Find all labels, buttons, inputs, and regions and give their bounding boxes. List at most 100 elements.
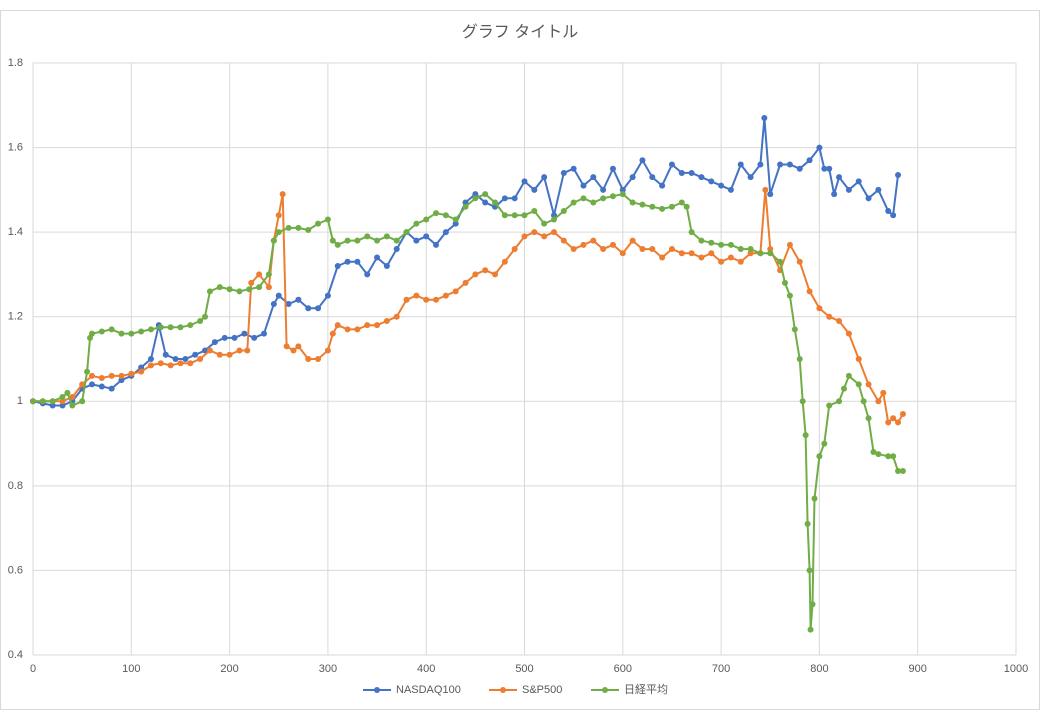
- data-point: [157, 360, 164, 367]
- data-point: [737, 161, 744, 168]
- y-tick-label: 0.6: [8, 564, 23, 576]
- data-point: [354, 326, 361, 333]
- data-point: [147, 356, 154, 362]
- data-point: [167, 362, 174, 369]
- data-point: [806, 567, 813, 574]
- data-point: [659, 205, 666, 212]
- data-point: [374, 237, 381, 244]
- data-point: [521, 233, 528, 240]
- data-point: [256, 271, 263, 278]
- data-point: [433, 210, 440, 217]
- data-point: [718, 182, 725, 189]
- data-point: [442, 229, 449, 236]
- data-point: [786, 161, 793, 168]
- data-point: [511, 212, 518, 219]
- data-point: [816, 144, 823, 151]
- data-point: [767, 250, 774, 257]
- data-point: [890, 212, 897, 219]
- data-point: [423, 296, 430, 303]
- data-point: [492, 199, 499, 206]
- data-point: [423, 216, 430, 223]
- x-tick-label: 300: [319, 663, 337, 675]
- data-point: [762, 186, 769, 193]
- data-point: [118, 330, 125, 337]
- data-point: [324, 347, 331, 354]
- series-line: [32, 117, 899, 407]
- data-point: [619, 250, 626, 257]
- data-point: [167, 324, 174, 331]
- data-point: [364, 322, 371, 329]
- data-point: [354, 237, 361, 244]
- data-point: [206, 347, 213, 354]
- data-point: [177, 324, 184, 331]
- data-point: [393, 237, 400, 244]
- data-point: [270, 301, 277, 308]
- data-point: [285, 301, 292, 308]
- data-point: [609, 241, 616, 248]
- data-point: [796, 165, 803, 172]
- data-point: [202, 313, 209, 320]
- data-point: [49, 402, 56, 409]
- data-point: [265, 284, 272, 291]
- data-point: [804, 520, 811, 527]
- data-point: [172, 356, 179, 362]
- data-point: [826, 313, 833, 320]
- data-point: [806, 157, 813, 164]
- y-tick-label: 1.2: [8, 311, 23, 323]
- data-point: [860, 398, 867, 405]
- chart-title: グラフ タイトル: [462, 23, 578, 41]
- data-point: [855, 381, 862, 388]
- data-point: [796, 258, 803, 265]
- data-point: [761, 114, 768, 121]
- data-point: [649, 203, 656, 210]
- data-point: [290, 347, 297, 354]
- data-point: [202, 347, 209, 354]
- data-point: [885, 419, 892, 426]
- data-point: [334, 262, 341, 269]
- data-point: [472, 271, 479, 278]
- data-point: [757, 250, 764, 257]
- data-point: [344, 237, 351, 244]
- data-point: [802, 432, 809, 439]
- data-point: [880, 389, 887, 396]
- data-point: [433, 241, 440, 248]
- data-point: [678, 169, 685, 176]
- data-point: [206, 288, 213, 295]
- data-point: [393, 313, 400, 320]
- data-point: [718, 241, 725, 248]
- data-point: [688, 169, 695, 176]
- data-point: [865, 381, 872, 388]
- data-point: [531, 229, 538, 236]
- data-point: [639, 246, 646, 253]
- data-point: [747, 174, 754, 181]
- data-point: [501, 195, 508, 202]
- data-point: [668, 161, 675, 168]
- data-point: [147, 362, 154, 369]
- data-point: [811, 495, 818, 502]
- data-point: [248, 279, 255, 286]
- data-point: [698, 237, 705, 244]
- data-point: [570, 246, 577, 253]
- data-point: [393, 246, 400, 253]
- y-tick-label: 1: [17, 395, 23, 407]
- data-point: [108, 372, 115, 379]
- data-point: [403, 296, 410, 303]
- data-point: [619, 186, 626, 193]
- data-point: [275, 212, 282, 219]
- data-point: [826, 165, 833, 172]
- data-point: [192, 351, 199, 358]
- legend-label: S&P500: [522, 684, 562, 696]
- data-point: [799, 398, 806, 405]
- data-point: [344, 258, 351, 265]
- y-tick-label: 1.4: [8, 226, 23, 238]
- data-point: [241, 330, 248, 337]
- data-point: [511, 246, 518, 253]
- data-point: [875, 398, 882, 405]
- data-point: [305, 227, 312, 234]
- data-point: [423, 233, 430, 240]
- data-point: [821, 165, 828, 172]
- data-point: [462, 279, 469, 286]
- data-point: [413, 220, 420, 227]
- chart-frame: [0, 10, 1040, 710]
- x-tick-label: 100: [122, 663, 140, 675]
